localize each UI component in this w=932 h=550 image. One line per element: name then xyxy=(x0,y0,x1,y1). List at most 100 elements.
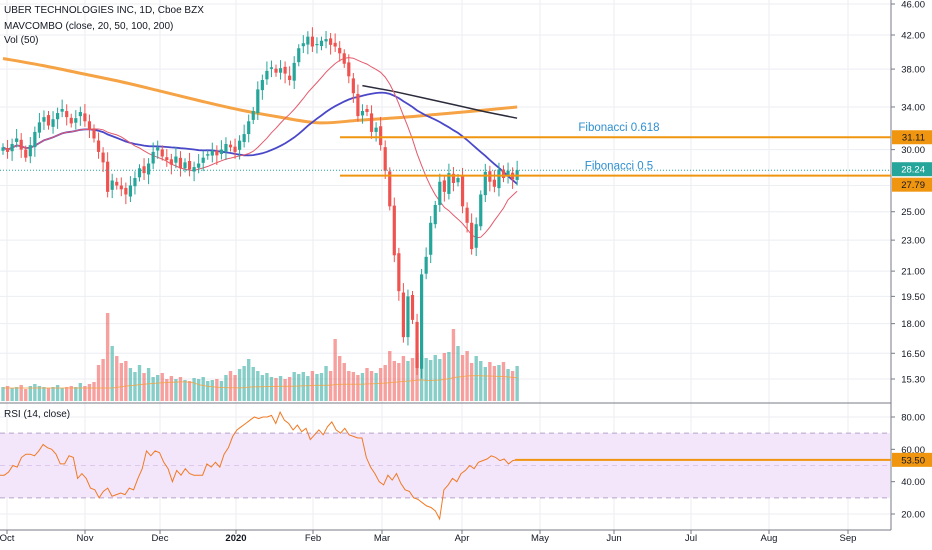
symbol-title[interactable]: UBER TECHNOLOGIES INC, 1D, Cboe BZX xyxy=(4,5,204,16)
candle-body xyxy=(397,253,401,292)
candle-body xyxy=(356,93,360,117)
candle-body xyxy=(210,150,214,156)
volume-bar xyxy=(365,368,369,401)
candle-body xyxy=(147,163,151,175)
volume-bar xyxy=(156,375,160,401)
volume-bar xyxy=(328,371,333,401)
candle-body xyxy=(479,194,483,227)
candle-body xyxy=(151,151,155,164)
candle-body xyxy=(483,171,487,196)
volume-bar xyxy=(256,371,260,401)
price-axis[interactable]: 15.30 16.50 18.00 19.50 21.00 23.00 25.00 30.00… xyxy=(891,0,925,521)
time-tick-label: Jun xyxy=(606,533,621,544)
candle-body xyxy=(465,207,469,223)
volume-bar xyxy=(51,387,55,401)
candle-body xyxy=(442,180,446,192)
candle-body xyxy=(410,295,415,320)
candle-body xyxy=(470,222,474,250)
volume-ma-line xyxy=(3,375,518,389)
price-tick-label: 18.00 xyxy=(901,319,925,330)
candle-body xyxy=(178,157,183,169)
volume-bar xyxy=(310,371,315,401)
price-tick-label: 42.00 xyxy=(901,30,925,41)
candle-body xyxy=(60,108,64,112)
volume-bar xyxy=(456,346,460,401)
volume-bar xyxy=(360,373,365,401)
candle-body xyxy=(37,122,41,133)
volume-bar xyxy=(492,366,497,401)
volume-bar xyxy=(187,381,192,401)
candle-body xyxy=(288,75,292,81)
candle-body xyxy=(5,148,10,152)
volume-bar xyxy=(287,377,292,401)
volume-bar xyxy=(297,374,301,401)
volume-bar xyxy=(488,362,492,401)
volume-bar xyxy=(206,381,210,401)
fibonacci-level-label[interactable]: Fibonacci 0.5 xyxy=(585,161,653,173)
fibonacci-levels[interactable]: Fibonacci 0.618 Fibonacci 0.5 xyxy=(0,122,891,177)
price-tick-label: 34.00 xyxy=(901,102,925,113)
candle-body xyxy=(51,119,55,127)
volume-bar xyxy=(324,366,328,401)
fib-0618-badge: 31.11 xyxy=(902,133,925,144)
volume-bar xyxy=(483,367,487,401)
candle-body xyxy=(433,204,437,225)
candle-body xyxy=(474,224,478,248)
candle-body xyxy=(388,171,392,207)
candle-body xyxy=(15,138,19,142)
candle-body xyxy=(351,78,355,94)
candle-body xyxy=(360,111,365,116)
volume-bar xyxy=(388,351,392,401)
rsi-series xyxy=(0,410,891,521)
candle-body xyxy=(83,113,87,122)
candle-body xyxy=(269,67,274,69)
candle-body xyxy=(24,149,28,158)
mavcombo-legend[interactable]: MAVCOMBO (close, 20, 50, 100, 200) xyxy=(4,21,174,32)
volume-bar xyxy=(479,361,483,401)
candle-body xyxy=(242,134,246,143)
volume-bar xyxy=(119,363,123,401)
candle-body xyxy=(174,156,178,163)
volume-bar xyxy=(510,371,515,401)
rsi-legend[interactable]: RSI (14, close) xyxy=(4,409,71,420)
candle-body xyxy=(347,62,351,77)
volume-bar xyxy=(146,368,151,401)
volume-bar xyxy=(228,371,233,401)
candle-body xyxy=(78,112,82,117)
candle-body xyxy=(256,89,260,114)
volume-bar xyxy=(274,378,278,401)
volume-bar xyxy=(210,380,214,401)
volume-bar xyxy=(301,372,305,401)
volume-bar xyxy=(260,375,265,401)
candle-body xyxy=(365,108,369,113)
last-price-badge: 28.24 xyxy=(901,165,925,176)
candle-body xyxy=(301,43,305,47)
rsi-tick-label: 80.00 xyxy=(901,413,925,424)
candle-body xyxy=(33,131,37,148)
candle-body xyxy=(292,62,296,81)
volume-bar xyxy=(451,329,456,401)
candle-body xyxy=(497,169,501,189)
price-tick-label: 21.00 xyxy=(901,267,925,278)
volume-bar xyxy=(242,366,246,401)
volume-legend[interactable]: Vol (50) xyxy=(4,35,39,46)
candle-body xyxy=(324,39,328,42)
candle-body xyxy=(183,162,187,169)
candle-body xyxy=(1,147,5,151)
fibonacci-level-label[interactable]: Fibonacci 0.618 xyxy=(578,122,659,134)
volume-bar xyxy=(60,388,64,401)
candle-body xyxy=(115,181,119,186)
time-axis[interactable]: Oct Nov Dec 2020 Feb Mar Apr May Jun Jul Aug Sep xyxy=(0,530,856,544)
candle-body xyxy=(338,47,342,54)
volume-bar xyxy=(342,363,346,401)
volume-bar xyxy=(319,373,324,401)
volume-bar xyxy=(506,369,510,401)
candle-body xyxy=(165,157,169,160)
volume-bar xyxy=(237,369,242,401)
volume-bars xyxy=(1,313,519,401)
candle-body xyxy=(69,117,73,124)
candle-body xyxy=(447,173,451,194)
candle-body xyxy=(492,179,496,187)
volume-bar xyxy=(83,386,87,401)
